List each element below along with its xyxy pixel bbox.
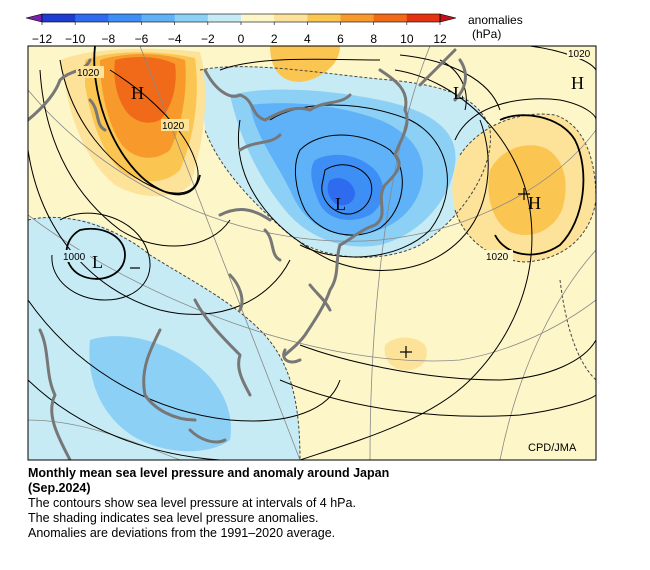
anomaly-positive-east	[488, 145, 566, 236]
colorbar-segment	[406, 14, 441, 22]
colorbar-segment	[307, 14, 341, 22]
map-credit: CPD/JMA	[528, 442, 577, 454]
caption-line-contours: The contours show sea level pressure at …	[28, 496, 356, 510]
colorbar-segment	[174, 14, 209, 22]
colorbar-segment	[42, 14, 76, 22]
anomaly-negative-west-2	[89, 336, 231, 452]
colorbar-tick-label: −8	[101, 32, 115, 46]
center-l-north: L	[453, 83, 464, 103]
colorbar-segment	[274, 14, 308, 22]
colorbar-tick-label: 6	[337, 32, 344, 46]
colorbar-segment	[141, 14, 176, 22]
colorbar-tick-label: −4	[168, 32, 182, 46]
colorbar-tick-label: −10	[65, 32, 86, 46]
isobar-label-1020-c: 1020	[568, 49, 591, 60]
colorbar-segment	[340, 14, 375, 22]
colorbar-tick-label: 10	[400, 32, 414, 46]
graticule	[28, 46, 596, 460]
isobar-label-1020-b: 1020	[162, 121, 185, 132]
anomaly-positive-west-3	[114, 56, 176, 123]
colorbar-segment	[108, 14, 142, 22]
isobar-label-1020-d: 1020	[486, 252, 509, 263]
colorbar-min-arrow	[25, 13, 43, 23]
map-caption: Monthly mean sea level pressure and anom…	[28, 466, 628, 541]
colorbar-tick-label: 4	[304, 32, 311, 46]
pressure-center-markers	[130, 188, 530, 358]
legend-unit: (hPa)	[472, 27, 501, 41]
caption-line-anomalies: Anomalies are deviations from the 1991–2…	[28, 526, 336, 540]
colorbar-tick-label: −6	[135, 32, 149, 46]
caption-line-shading: The shading indicates sea level pressure…	[28, 511, 319, 525]
isobar-labels: 1020 1020 1020 1020 1000	[62, 47, 595, 263]
colorbar-segment	[373, 14, 408, 22]
colorbar-tick-label: −2	[201, 32, 215, 46]
center-l-japan-sea: L	[335, 194, 346, 214]
colorbar-tick-label: 2	[271, 32, 278, 46]
colorbar-tick-label: 12	[433, 32, 447, 46]
map-frame	[27, 45, 597, 461]
anomaly-colorbar: −12 −10 −8 −6 −4 −2 0 2 4 6 8 10 12	[25, 13, 457, 46]
anomaly-negative-north-4	[327, 178, 356, 206]
isobars	[28, 46, 596, 460]
colorbar-max-arrow	[439, 13, 457, 23]
colorbar-segment	[75, 14, 109, 22]
center-h-pacific: H	[528, 193, 541, 213]
colorbar-segment	[241, 14, 275, 22]
coastlines	[28, 48, 467, 460]
legend-title: anomalies	[468, 13, 523, 27]
isobar-label-1020-a: 1020	[77, 68, 100, 79]
colorbar-segment	[207, 14, 242, 22]
colorbar-tick-label: −12	[32, 32, 53, 46]
caption-title: Monthly mean sea level pressure and anom…	[28, 466, 390, 480]
colorbar-tick-label: 0	[238, 32, 245, 46]
colorbar-tick-label: 8	[370, 32, 377, 46]
isobar-label-1000: 1000	[63, 252, 86, 263]
caption-period: (Sep.2024)	[28, 481, 91, 495]
center-h-west: H	[131, 83, 144, 103]
center-h-east: H	[571, 73, 584, 93]
center-l-west: L	[92, 252, 103, 272]
